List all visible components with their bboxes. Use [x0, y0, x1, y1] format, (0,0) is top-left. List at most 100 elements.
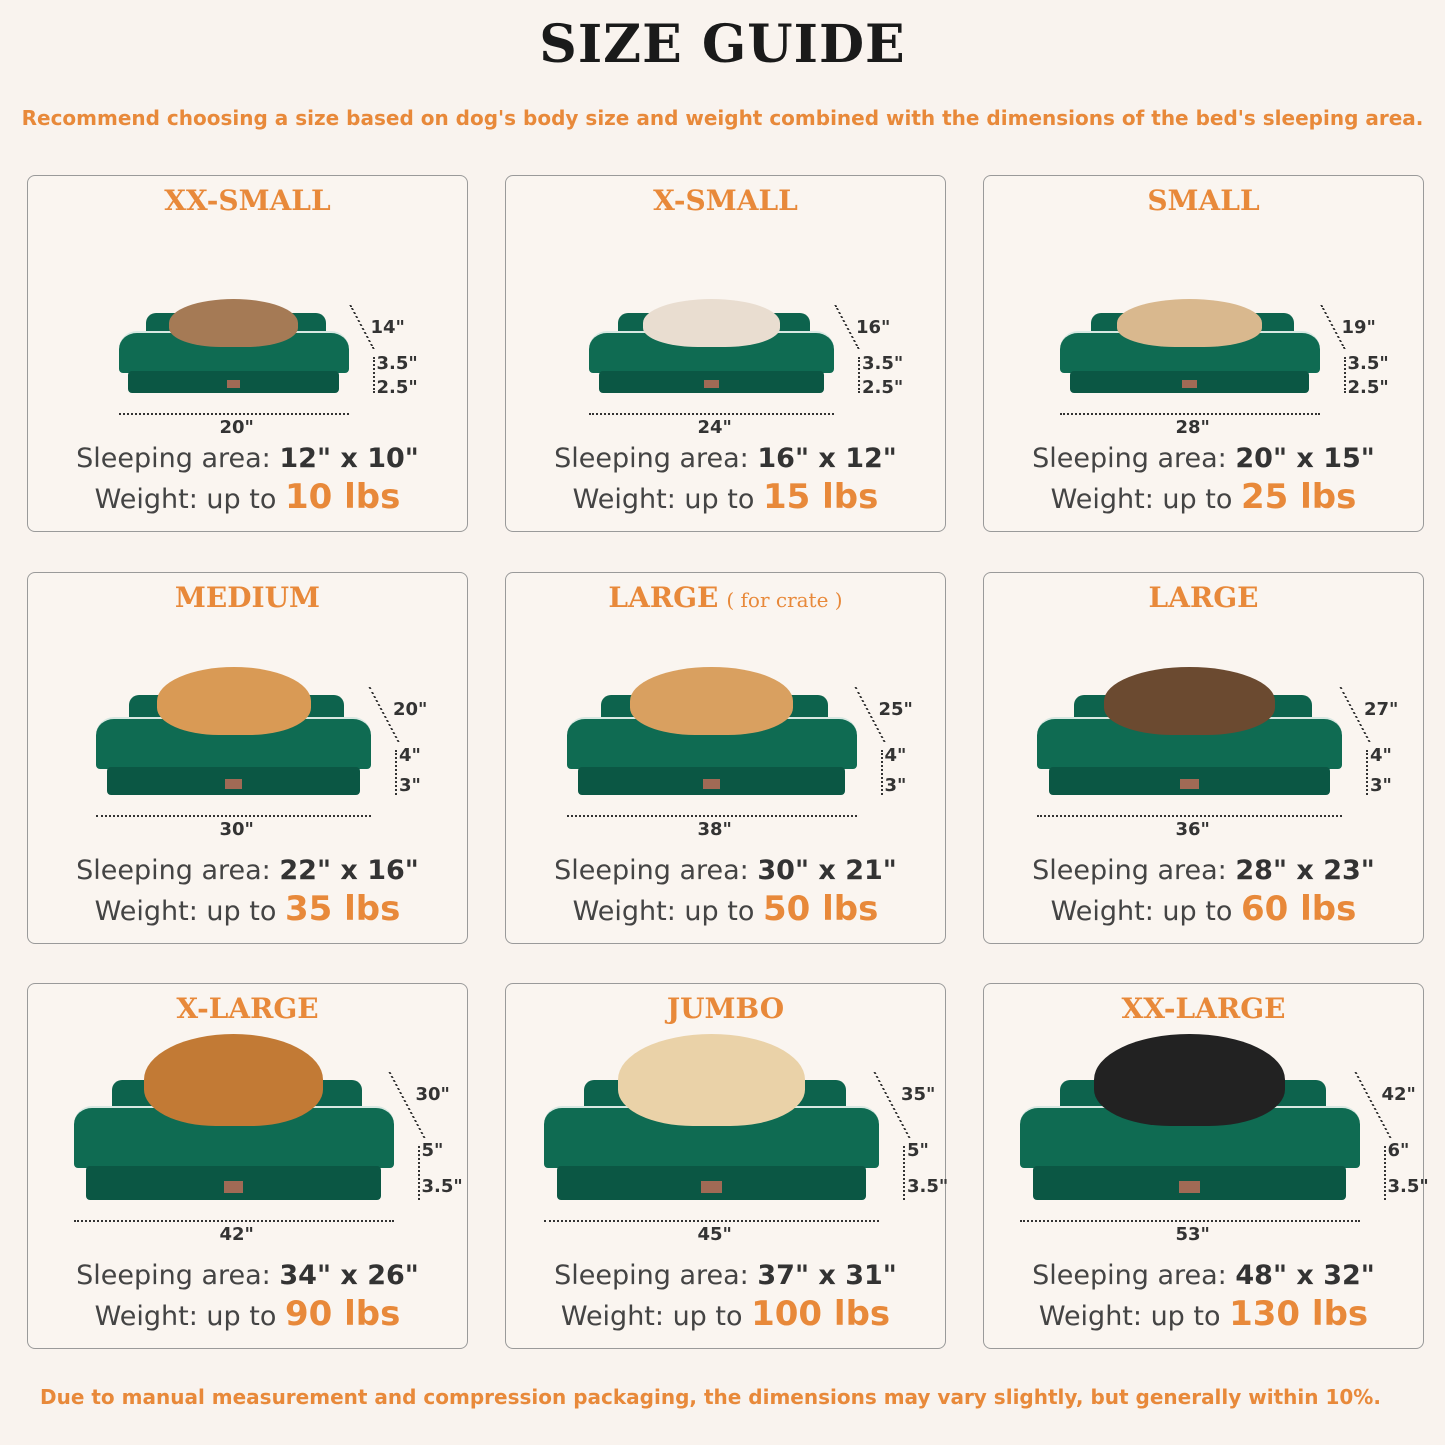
weight-limit: Weight: up to 100 lbs — [506, 1294, 945, 1334]
size-name-text: XX-LARGE — [1121, 992, 1286, 1025]
weight-label: Weight: up to — [560, 1301, 743, 1332]
width-dimension: 20" — [219, 417, 254, 438]
depth-dimension: 25" — [878, 699, 913, 720]
weight-limit: Weight: up to 35 lbs — [28, 889, 467, 929]
size-card: MEDIUM 20" 4" 3" 30" Sleeping area: 22" … — [27, 572, 468, 944]
weight-value: 35 lbs — [284, 889, 401, 929]
base-height-dimension: 3.5" — [1387, 1176, 1429, 1197]
bolster-height-dimension: 4" — [884, 745, 907, 766]
width-dimension-line — [544, 1220, 879, 1222]
size-name: X-LARGE — [28, 992, 467, 1025]
bed-label-tag — [226, 380, 241, 389]
sleeping-area-value: 16" x 12" — [757, 443, 897, 474]
height-dimension-line — [1366, 750, 1368, 795]
width-dimension-line — [566, 815, 857, 817]
base-height-dimension: 3.5" — [907, 1176, 949, 1197]
sleeping-area-value: 12" x 10" — [279, 443, 419, 474]
weight-label: Weight: up to — [572, 484, 755, 515]
pet-image — [169, 298, 298, 347]
sleeping-area: Sleeping area: 37" x 31" — [506, 1260, 945, 1291]
weight-value: 15 lbs — [762, 477, 879, 517]
base-height-dimension: 3" — [884, 775, 907, 796]
pet-image — [642, 298, 781, 347]
sleeping-area-label: Sleeping area: — [554, 1260, 749, 1291]
base-height-dimension: 2.5" — [862, 377, 904, 398]
page-title: SIZE GUIDE — [539, 14, 906, 75]
width-dimension: 42" — [219, 1224, 254, 1245]
width-dimension: 38" — [697, 819, 732, 840]
sleeping-area-label: Sleeping area: — [1032, 855, 1227, 886]
sleeping-area: Sleeping area: 34" x 26" — [28, 1260, 467, 1291]
sleeping-area: Sleeping area: 48" x 32" — [984, 1260, 1423, 1291]
weight-label: Weight: up to — [94, 896, 277, 927]
bed-label-tag — [225, 779, 242, 789]
bed-label-tag — [1180, 779, 1199, 789]
size-card: SMALL 19" 3.5" 2.5" 28" Sleeping area: 2… — [983, 175, 1424, 532]
weight-limit: Weight: up to 130 lbs — [984, 1294, 1423, 1334]
base-height-dimension: 3.5" — [421, 1176, 463, 1197]
weight-label: Weight: up to — [1050, 484, 1233, 515]
footer-note: Due to manual measurement and compressio… — [40, 1385, 1381, 1409]
width-dimension: 30" — [219, 819, 254, 840]
weight-value: 50 lbs — [762, 889, 879, 929]
size-name: SMALL — [984, 184, 1423, 217]
height-dimension-line — [1343, 357, 1346, 393]
weight-value: 60 lbs — [1240, 889, 1357, 929]
bolster-height-dimension: 4" — [1370, 745, 1392, 766]
bolster-height-dimension: 5" — [907, 1140, 929, 1161]
size-name: X-SMALL — [506, 184, 945, 217]
sleeping-area-value: 30" x 21" — [757, 855, 897, 886]
depth-dimension: 19" — [1341, 317, 1376, 338]
base-height-dimension: 2.5" — [376, 377, 418, 398]
sleeping-area: Sleeping area: 30" x 21" — [506, 855, 945, 886]
base-height-dimension: 2.5" — [1347, 377, 1389, 398]
depth-dimension-line — [387, 1072, 426, 1138]
bed-illustration — [1037, 667, 1342, 795]
size-name-text: X-LARGE — [176, 992, 319, 1025]
size-card: XX-LARGE 42" 6" 3.5" 53" Sleeping area: … — [983, 983, 1429, 1349]
weight-limit: Weight: up to 60 lbs — [984, 889, 1423, 929]
width-dimension-line — [96, 815, 371, 817]
sleeping-area: Sleeping area: 28" x 23" — [984, 855, 1423, 886]
size-name: LARGE — [984, 581, 1423, 614]
sleeping-area-value: 28" x 23" — [1235, 855, 1375, 886]
pet-image — [630, 667, 793, 735]
sleeping-area: Sleeping area: 16" x 12" — [506, 443, 945, 474]
size-name: XX-SMALL — [28, 184, 467, 217]
sleeping-area-label: Sleeping area: — [1032, 1260, 1227, 1291]
bed-label-tag — [702, 779, 721, 789]
width-dimension-line — [1019, 1220, 1360, 1222]
pet-image — [617, 1034, 806, 1126]
bed-label-tag — [1179, 1180, 1200, 1193]
sleeping-area: Sleeping area: 20" x 15" — [984, 443, 1423, 474]
size-name-text: MEDIUM — [174, 581, 321, 614]
bolster-height-dimension: 3.5" — [376, 353, 418, 374]
width-dimension-line — [73, 1220, 394, 1222]
bed-label-tag — [701, 1180, 722, 1193]
bed-illustration — [73, 1034, 394, 1200]
depth-dimension: 27" — [1364, 699, 1399, 720]
sleeping-area-label: Sleeping area: — [76, 855, 271, 886]
bed-label-tag — [704, 380, 719, 389]
bolster-height-dimension: 3.5" — [862, 353, 904, 374]
base-height-dimension: 3" — [399, 775, 421, 796]
pet-image — [156, 667, 311, 735]
pet-image — [1116, 298, 1263, 347]
size-card: X-LARGE 30" 5" 3.5" 42" Sleeping area: 3… — [27, 983, 468, 1349]
width-dimension: 36" — [1175, 819, 1210, 840]
weight-limit: Weight: up to 50 lbs — [506, 889, 945, 929]
weight-label: Weight: up to — [572, 896, 755, 927]
sleeping-area: Sleeping area: 12" x 10" — [28, 443, 467, 474]
width-dimension-line — [118, 413, 349, 415]
bolster-height-dimension: 4" — [399, 745, 421, 766]
bed-illustration — [1019, 1034, 1360, 1200]
pet-image — [143, 1034, 324, 1126]
depth-dimension-line — [1353, 1072, 1392, 1138]
height-dimension-line — [372, 357, 375, 393]
weight-label: Weight: up to — [94, 484, 277, 515]
size-card: XX-SMALL 14" 3.5" 2.5" 20" Sleeping area… — [27, 175, 468, 532]
depth-dimension: 35" — [901, 1084, 936, 1105]
width-dimension-line — [1037, 815, 1342, 817]
weight-limit: Weight: up to 25 lbs — [984, 477, 1423, 517]
bed-illustration — [1059, 298, 1320, 393]
